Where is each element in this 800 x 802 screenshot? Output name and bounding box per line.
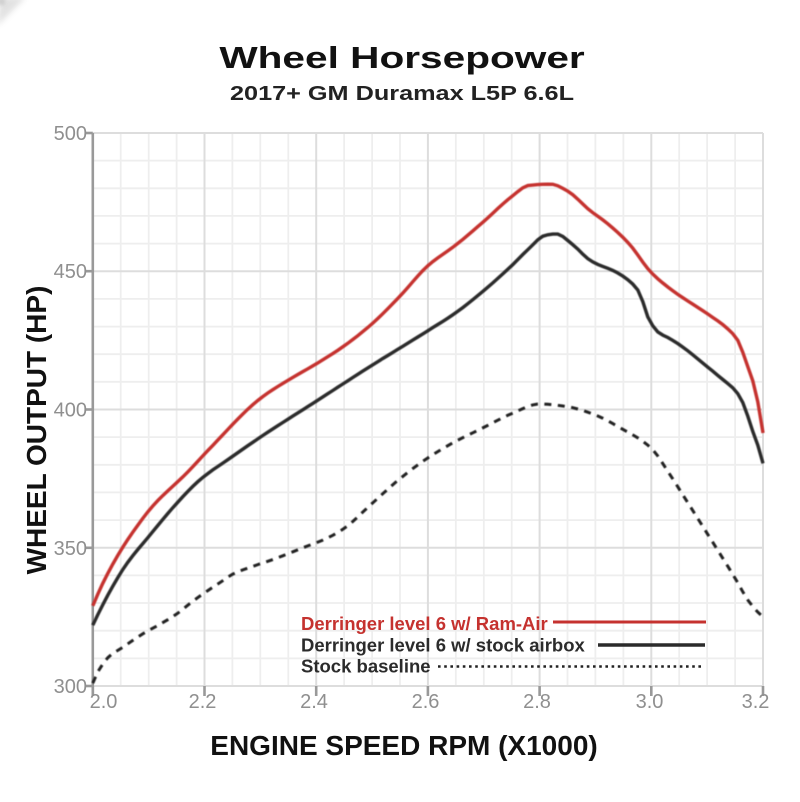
- svg-text:2.6: 2.6: [412, 691, 440, 713]
- svg-text:450: 450: [54, 261, 87, 283]
- svg-text:400: 400: [54, 400, 87, 422]
- svg-text:2.4: 2.4: [300, 691, 328, 713]
- svg-text:2.2: 2.2: [189, 691, 217, 713]
- svg-text:2.0: 2.0: [90, 691, 118, 713]
- svg-text:350: 350: [54, 538, 87, 560]
- svg-text:3.0: 3.0: [636, 691, 664, 713]
- svg-text:500: 500: [54, 123, 87, 145]
- svg-text:ENGINE SPEED RPM (X1000): ENGINE SPEED RPM (X1000): [210, 730, 597, 761]
- svg-text:3.2: 3.2: [742, 691, 770, 713]
- svg-text:Wheel Horsepower: Wheel Horsepower: [219, 40, 584, 75]
- svg-text:300: 300: [54, 676, 87, 698]
- svg-text:2017+ GM Duramax L5P 6.6L: 2017+ GM Duramax L5P 6.6L: [230, 82, 574, 105]
- svg-text:2.8: 2.8: [523, 691, 551, 713]
- svg-text:Derringer level 6 w/ Ram-Air: Derringer level 6 w/ Ram-Air: [301, 613, 548, 634]
- svg-text:WHEEL OUTPUT (HP): WHEEL OUTPUT (HP): [21, 286, 52, 575]
- svg-text:Stock baseline: Stock baseline: [301, 656, 431, 677]
- svg-text:Derringer level 6 w/ stock air: Derringer level 6 w/ stock airbox: [301, 635, 585, 656]
